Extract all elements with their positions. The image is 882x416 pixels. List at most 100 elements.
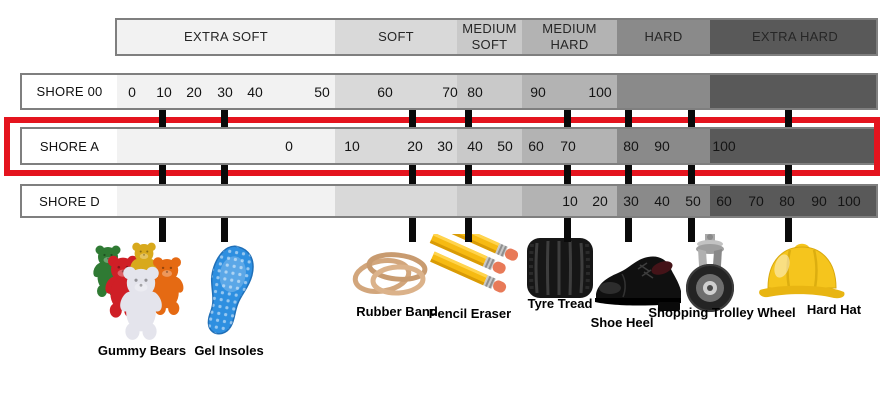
scale-value: 30	[217, 83, 233, 100]
scale-band	[710, 186, 876, 216]
category-label: MEDIUM SOFT	[462, 21, 517, 52]
alignment-tick	[409, 110, 416, 127]
scale-value: 20	[592, 193, 608, 209]
scale-band	[457, 186, 522, 216]
alignment-tick	[465, 110, 472, 127]
example-label: Rubber Band	[356, 304, 438, 319]
scale-band	[522, 186, 617, 216]
scale-value: 70	[748, 193, 764, 209]
scale-value: 100	[837, 193, 861, 209]
category-label: MEDIUM HARD	[542, 21, 597, 52]
scale-value: 80	[779, 193, 795, 209]
category-label: SOFT	[378, 29, 414, 45]
scale-value: 70	[560, 138, 576, 154]
alignment-tick	[688, 110, 695, 127]
alignment-tick	[409, 165, 416, 184]
example-label: Shoe Heel	[590, 315, 654, 330]
alignment-tick	[625, 218, 632, 242]
alignment-tick	[625, 165, 632, 184]
alignment-tick	[785, 218, 792, 242]
alignment-tick	[159, 165, 166, 184]
example-label: Gummy Bears	[97, 343, 187, 358]
scale-band	[335, 129, 457, 163]
rubber-band-icon	[352, 252, 428, 296]
scale-band	[710, 75, 876, 108]
gummy-bears-icon	[91, 242, 186, 340]
category-header: EXTRA SOFT SOFT MEDIUM SOFT MEDIUM HARD HARD…	[115, 18, 878, 56]
scale-value: 10	[156, 83, 172, 100]
scale-row-label: SHORE 00	[22, 75, 117, 108]
alignment-tick	[465, 165, 472, 184]
example-label: Hard Hat	[806, 302, 862, 317]
scale-value: 10	[344, 138, 360, 154]
scale-value: 30	[437, 138, 453, 154]
scale-value: 10	[562, 193, 578, 209]
shore-00-row: SHORE 00 0 10 20 30 40 50 60 70 80 90 100	[20, 73, 878, 110]
scale-value: 60	[377, 83, 393, 100]
scale-value: 100	[588, 83, 612, 100]
alignment-tick	[159, 218, 166, 242]
scale-value: 60	[716, 193, 732, 209]
scale-value: 30	[623, 193, 639, 209]
pencil-eraser-icon	[429, 234, 518, 295]
alignment-tick	[625, 110, 632, 127]
hard-hat-icon	[759, 243, 845, 299]
scale-value: 80	[467, 83, 483, 100]
scale-band	[117, 186, 335, 216]
scale-value: 20	[186, 83, 202, 100]
gel-insoles-icon	[207, 245, 254, 335]
scale-value: 90	[654, 138, 670, 154]
alignment-tick	[688, 165, 695, 184]
scale-value: 40	[654, 193, 670, 209]
scale-value: 20	[407, 138, 423, 154]
category-medium-hard: MEDIUM HARD	[522, 20, 617, 54]
alignment-tick	[465, 218, 472, 242]
scale-value: 40	[467, 138, 483, 154]
shore-d-row: SHORE D 10 20 30 40 50 60 70 80 90 100	[20, 184, 878, 218]
scale-band	[522, 75, 617, 108]
scale-value: 0	[285, 138, 293, 154]
scale-row-label: SHORE D	[22, 186, 117, 216]
example-label: Pencil Eraser	[428, 306, 512, 321]
scale-value: 50	[685, 193, 701, 209]
shore-a-row: SHORE A 0 10 20 30 40 50 60 70 80 90 100	[20, 127, 878, 165]
example-label: Gel Insoles	[194, 343, 264, 358]
scale-band	[117, 75, 335, 108]
scale-value: 0	[128, 83, 136, 100]
category-label: HARD	[644, 29, 683, 45]
scale-value: 70	[442, 83, 458, 100]
category-extra-soft: EXTRA SOFT	[117, 20, 335, 54]
scale-band	[117, 129, 335, 163]
scale-band	[617, 75, 710, 108]
scale-band	[617, 186, 710, 216]
alignment-tick	[221, 110, 228, 127]
alignment-tick	[688, 218, 695, 242]
example-label: Shopping Trolley Wheel	[648, 305, 796, 320]
category-extra-hard: EXTRA HARD	[710, 20, 876, 54]
scale-band	[522, 129, 617, 163]
category-label: EXTRA SOFT	[184, 29, 268, 45]
scale-band	[617, 129, 710, 163]
alignment-tick	[564, 218, 571, 242]
scale-value: 40	[247, 83, 263, 100]
example-label: Tyre Tread	[527, 296, 593, 311]
alignment-tick	[409, 218, 416, 242]
scale-row-label: SHORE A	[22, 129, 117, 163]
alignment-tick	[159, 110, 166, 127]
scale-band	[457, 129, 522, 163]
scale-band	[710, 129, 876, 163]
scale-value: 60	[528, 138, 544, 154]
alignment-tick	[221, 165, 228, 184]
scale-value: 100	[712, 138, 736, 154]
alignment-tick	[221, 218, 228, 242]
scale-value: 80	[623, 138, 639, 154]
alignment-tick	[785, 110, 792, 127]
tyre-tread-icon	[527, 238, 593, 298]
category-hard: HARD	[617, 20, 710, 54]
category-soft: SOFT	[335, 20, 457, 54]
shoe-heel-icon	[595, 256, 681, 311]
alignment-tick	[564, 165, 571, 184]
scale-band	[457, 75, 522, 108]
scale-value: 90	[530, 83, 546, 100]
